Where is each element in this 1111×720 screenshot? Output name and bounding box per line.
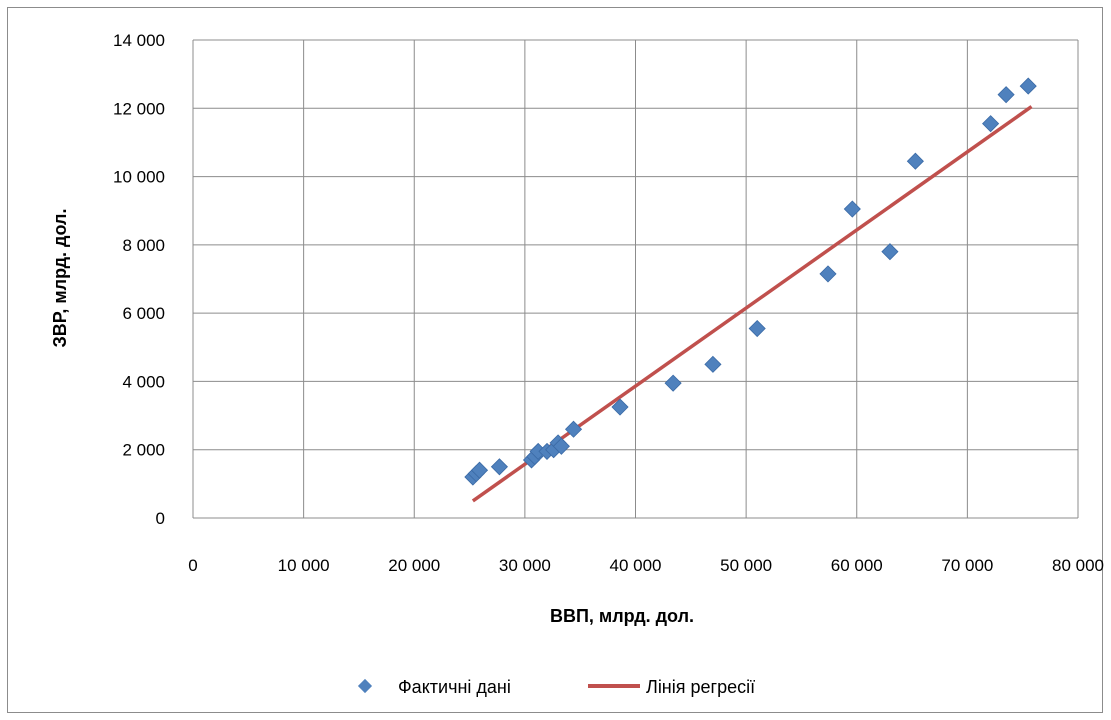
data-point [748, 319, 766, 338]
data-point [664, 374, 682, 392]
x-tick-label: 40 000 [610, 556, 662, 575]
y-tick-label: 0 [156, 509, 165, 528]
data-point [881, 243, 899, 261]
y-tick-label: 4 000 [122, 372, 165, 391]
x-tick-label: 50 000 [720, 556, 772, 575]
x-tick-label: 70 000 [941, 556, 993, 575]
y-tick-label: 12 000 [113, 99, 165, 118]
data-point [1019, 77, 1037, 95]
data-point [490, 458, 508, 476]
y-tick-label: 8 000 [122, 236, 165, 255]
chart-frame [7, 7, 1103, 713]
data-point [564, 420, 583, 438]
x-tick-label: 80 000 [1052, 556, 1104, 575]
data-point [982, 115, 1000, 133]
y-tick-label: 14 000 [113, 31, 165, 50]
x-tick-label: 30 000 [499, 556, 551, 575]
x-tick-label: 0 [188, 556, 197, 575]
data-point [997, 86, 1015, 104]
data-point [843, 200, 861, 218]
actual-data-series [464, 77, 1037, 486]
data-point [819, 265, 837, 283]
data-point [611, 398, 629, 416]
y-tick-label: 2 000 [122, 441, 165, 460]
data-point [552, 437, 570, 455]
data-point [906, 152, 924, 170]
x-tick-labels: 0 10 000 20 000 30 000 40 000 50 000 60 000 70 … [188, 556, 1104, 575]
y-tick-label: 6 000 [122, 304, 165, 323]
regression-line [471, 105, 1033, 503]
x-tick-label: 20 000 [388, 556, 440, 575]
regression-line-series [471, 105, 1033, 503]
data-point [470, 461, 489, 479]
grid [192, 39, 1079, 519]
y-tick-label: 10 000 [113, 168, 165, 187]
x-tick-label: 10 000 [278, 556, 330, 575]
legend-label-regression-line: Лінія регресії [646, 677, 755, 697]
legend: Фактичні дані Лінія регресії [357, 677, 755, 697]
legend-marker-actual-data [357, 678, 373, 694]
x-tick-label: 60 000 [831, 556, 883, 575]
y-axis-title: ЗВР, млрд. дол. [50, 209, 70, 348]
x-axis-title: ВВП, млрд. дол. [550, 606, 694, 626]
legend-label-actual-data: Фактичні дані [398, 677, 511, 697]
y-tick-labels: 0 2 000 4 000 6 000 8 000 10 000 12 000 14 000 [113, 31, 165, 528]
data-point [704, 355, 722, 373]
